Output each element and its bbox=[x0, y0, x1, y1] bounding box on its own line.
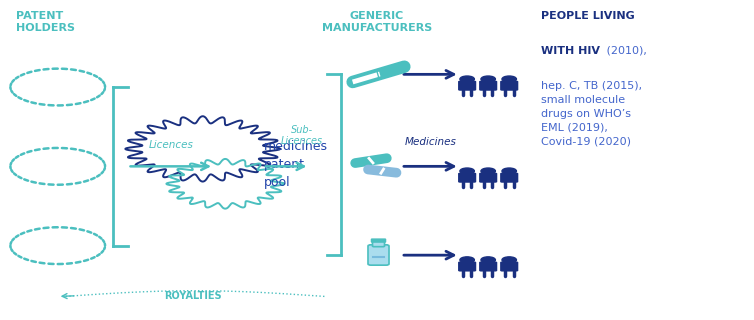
Text: Sub-
Licences: Sub- Licences bbox=[280, 125, 323, 146]
Text: Medicines: Medicines bbox=[404, 137, 456, 147]
FancyBboxPatch shape bbox=[500, 172, 518, 183]
Text: Licences: Licences bbox=[149, 140, 193, 150]
Text: PATENT
HOLDERS: PATENT HOLDERS bbox=[17, 11, 75, 33]
FancyBboxPatch shape bbox=[500, 261, 518, 272]
Circle shape bbox=[481, 168, 495, 174]
FancyBboxPatch shape bbox=[458, 81, 477, 91]
FancyBboxPatch shape bbox=[479, 261, 498, 272]
FancyBboxPatch shape bbox=[479, 81, 498, 91]
FancyBboxPatch shape bbox=[372, 239, 385, 242]
Circle shape bbox=[481, 257, 495, 263]
FancyBboxPatch shape bbox=[372, 241, 385, 247]
Text: hep. C, TB (2015),
small molecule
drugs on WHO’s
EML (2019),
Covid-19 (2020): hep. C, TB (2015), small molecule drugs … bbox=[541, 81, 642, 147]
FancyBboxPatch shape bbox=[458, 261, 477, 272]
Text: PEOPLE LIVING: PEOPLE LIVING bbox=[541, 11, 635, 21]
Circle shape bbox=[502, 257, 516, 263]
Text: medicines
patent
pool: medicines patent pool bbox=[265, 140, 328, 189]
FancyBboxPatch shape bbox=[479, 172, 498, 183]
FancyBboxPatch shape bbox=[368, 245, 389, 265]
Text: WITH HIV: WITH HIV bbox=[541, 46, 599, 56]
Text: (2010),: (2010), bbox=[603, 46, 647, 56]
Circle shape bbox=[502, 76, 516, 82]
FancyBboxPatch shape bbox=[500, 81, 518, 91]
FancyBboxPatch shape bbox=[458, 172, 477, 183]
Text: GENERIC
MANUFACTURERS: GENERIC MANUFACTURERS bbox=[322, 11, 432, 33]
Circle shape bbox=[481, 76, 495, 82]
Circle shape bbox=[460, 168, 474, 174]
Circle shape bbox=[502, 168, 516, 174]
Text: ROYALTIES: ROYALTIES bbox=[164, 292, 222, 301]
Circle shape bbox=[460, 257, 474, 263]
Circle shape bbox=[460, 76, 474, 82]
